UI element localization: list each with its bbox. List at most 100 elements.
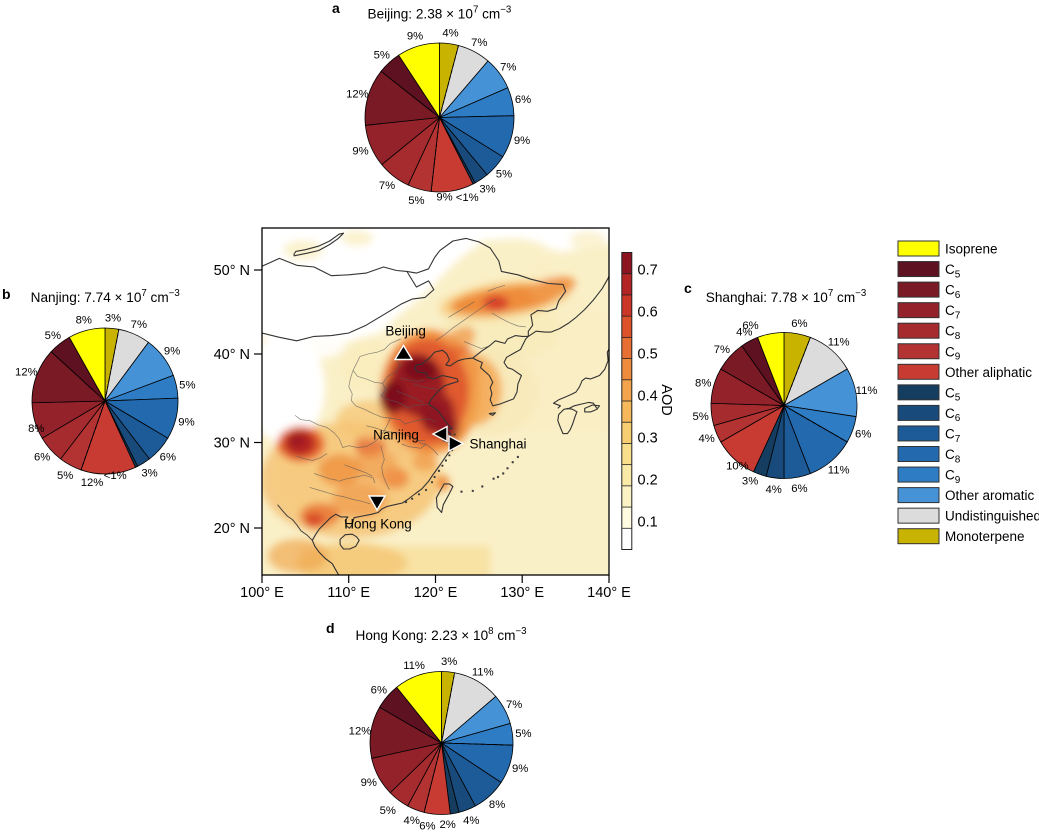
svg-text:8%: 8% bbox=[695, 378, 711, 390]
svg-text:6%: 6% bbox=[34, 452, 50, 464]
svg-text:Monoterpene: Monoterpene bbox=[945, 529, 1025, 544]
svg-text:5%: 5% bbox=[374, 49, 390, 61]
svg-text:0.2: 0.2 bbox=[638, 473, 658, 489]
svg-text:5%: 5% bbox=[57, 470, 73, 482]
svg-text:11%: 11% bbox=[828, 337, 850, 349]
svg-text:C9: C9 bbox=[945, 468, 961, 486]
svg-text:0.3: 0.3 bbox=[638, 431, 658, 447]
svg-text:11%: 11% bbox=[828, 464, 850, 476]
svg-text:7%: 7% bbox=[131, 319, 147, 331]
svg-text:5%: 5% bbox=[496, 169, 512, 181]
svg-text:9%: 9% bbox=[407, 31, 423, 43]
svg-text:7%: 7% bbox=[506, 699, 522, 711]
svg-text:3%: 3% bbox=[105, 312, 121, 324]
svg-text:9%: 9% bbox=[512, 763, 528, 775]
svg-text:5%: 5% bbox=[692, 411, 708, 423]
svg-text:4%: 4% bbox=[766, 484, 782, 496]
svg-text:100° E: 100° E bbox=[240, 585, 284, 601]
svg-text:40° N: 40° N bbox=[214, 347, 250, 363]
svg-text:<1%: <1% bbox=[104, 470, 127, 482]
svg-text:6%: 6% bbox=[742, 320, 758, 332]
svg-text:9%: 9% bbox=[178, 417, 194, 429]
svg-text:4%: 4% bbox=[463, 815, 479, 827]
svg-text:6%: 6% bbox=[791, 483, 807, 495]
svg-text:Undistinguished: Undistinguished bbox=[945, 509, 1039, 524]
svg-text:8%: 8% bbox=[76, 315, 92, 327]
svg-text:C7: C7 bbox=[945, 426, 961, 444]
svg-text:C5: C5 bbox=[945, 385, 961, 403]
svg-text:C8: C8 bbox=[945, 324, 961, 342]
svg-text:6%: 6% bbox=[515, 94, 531, 106]
svg-text:7%: 7% bbox=[500, 62, 516, 74]
svg-text:9%: 9% bbox=[164, 345, 180, 357]
svg-text:9%: 9% bbox=[436, 192, 452, 204]
svg-text:C6: C6 bbox=[945, 283, 961, 301]
svg-text:120° E: 120° E bbox=[414, 585, 458, 601]
svg-text:6%: 6% bbox=[791, 318, 807, 330]
svg-text:12%: 12% bbox=[15, 367, 38, 379]
svg-text:11%: 11% bbox=[472, 667, 494, 679]
svg-text:Nanjing: Nanjing bbox=[373, 428, 419, 443]
svg-text:130° E: 130° E bbox=[500, 585, 544, 601]
svg-text:0.7: 0.7 bbox=[638, 263, 658, 279]
svg-text:C6: C6 bbox=[945, 406, 961, 424]
svg-text:Hong Kong: Hong Kong bbox=[344, 517, 412, 532]
svg-text:140° E: 140° E bbox=[587, 585, 631, 601]
svg-text:4%: 4% bbox=[404, 815, 420, 827]
svg-text:2%: 2% bbox=[439, 819, 455, 831]
svg-text:Beijing: 2.38 × 107 cm−3: Beijing: 2.38 × 107 cm−3 bbox=[368, 5, 512, 22]
svg-text:12%: 12% bbox=[349, 725, 372, 737]
svg-text:Isoprene: Isoprene bbox=[945, 242, 998, 257]
svg-text:3%: 3% bbox=[479, 183, 495, 195]
svg-text:110° E: 110° E bbox=[327, 585, 370, 601]
svg-text:C8: C8 bbox=[945, 447, 961, 465]
svg-text:12%: 12% bbox=[346, 89, 369, 101]
svg-text:0.6: 0.6 bbox=[638, 305, 658, 321]
svg-text:6%: 6% bbox=[419, 820, 435, 832]
svg-text:C9: C9 bbox=[945, 344, 961, 362]
svg-text:Shanghai: 7.78 × 107 cm−3: Shanghai: 7.78 × 107 cm−3 bbox=[706, 288, 866, 305]
svg-text:0.1: 0.1 bbox=[638, 515, 658, 531]
svg-text:Beijing: Beijing bbox=[385, 323, 426, 338]
svg-text:7%: 7% bbox=[471, 37, 487, 49]
svg-text:5%: 5% bbox=[179, 379, 195, 391]
svg-text:9%: 9% bbox=[514, 135, 530, 147]
svg-text:a: a bbox=[332, 0, 340, 16]
svg-text:5%: 5% bbox=[408, 195, 424, 207]
svg-text:9%: 9% bbox=[352, 145, 368, 157]
svg-text:5%: 5% bbox=[380, 805, 396, 817]
svg-text:4%: 4% bbox=[442, 28, 458, 40]
svg-text:C7: C7 bbox=[945, 303, 961, 321]
svg-text:<1%: <1% bbox=[456, 192, 479, 204]
svg-text:6%: 6% bbox=[371, 684, 387, 696]
svg-text:3%: 3% bbox=[742, 476, 758, 488]
svg-text:AOD: AOD bbox=[658, 384, 674, 415]
svg-text:Nanjing: 7.74 × 107 cm−3: Nanjing: 7.74 × 107 cm−3 bbox=[31, 288, 180, 305]
svg-text:b: b bbox=[2, 286, 11, 302]
svg-text:3%: 3% bbox=[141, 467, 157, 479]
svg-text:10%: 10% bbox=[726, 461, 749, 473]
svg-text:8%: 8% bbox=[28, 423, 44, 435]
svg-text:7%: 7% bbox=[379, 180, 395, 192]
svg-text:9%: 9% bbox=[361, 777, 377, 789]
svg-text:C5: C5 bbox=[945, 262, 961, 280]
svg-text:Other aromatic: Other aromatic bbox=[945, 488, 1035, 503]
svg-text:5%: 5% bbox=[45, 330, 61, 342]
svg-text:c: c bbox=[684, 280, 692, 296]
svg-text:d: d bbox=[326, 620, 335, 636]
svg-text:11%: 11% bbox=[856, 385, 878, 397]
svg-text:0.5: 0.5 bbox=[638, 347, 658, 363]
svg-text:6%: 6% bbox=[160, 452, 176, 464]
svg-text:0.4: 0.4 bbox=[638, 389, 658, 405]
svg-text:Hong Kong: 2.23 × 108 cm−3: Hong Kong: 2.23 × 108 cm−3 bbox=[356, 626, 527, 643]
svg-text:8%: 8% bbox=[489, 799, 505, 811]
svg-text:6%: 6% bbox=[855, 428, 871, 440]
svg-text:11%: 11% bbox=[403, 660, 425, 672]
svg-text:7%: 7% bbox=[714, 344, 730, 356]
svg-text:4%: 4% bbox=[698, 433, 714, 445]
svg-text:12%: 12% bbox=[81, 477, 104, 489]
svg-text:Other aliphatic: Other aliphatic bbox=[945, 365, 1032, 380]
svg-text:Shanghai: Shanghai bbox=[469, 437, 526, 452]
svg-text:50° N: 50° N bbox=[214, 263, 250, 279]
svg-text:20° N: 20° N bbox=[214, 521, 250, 537]
